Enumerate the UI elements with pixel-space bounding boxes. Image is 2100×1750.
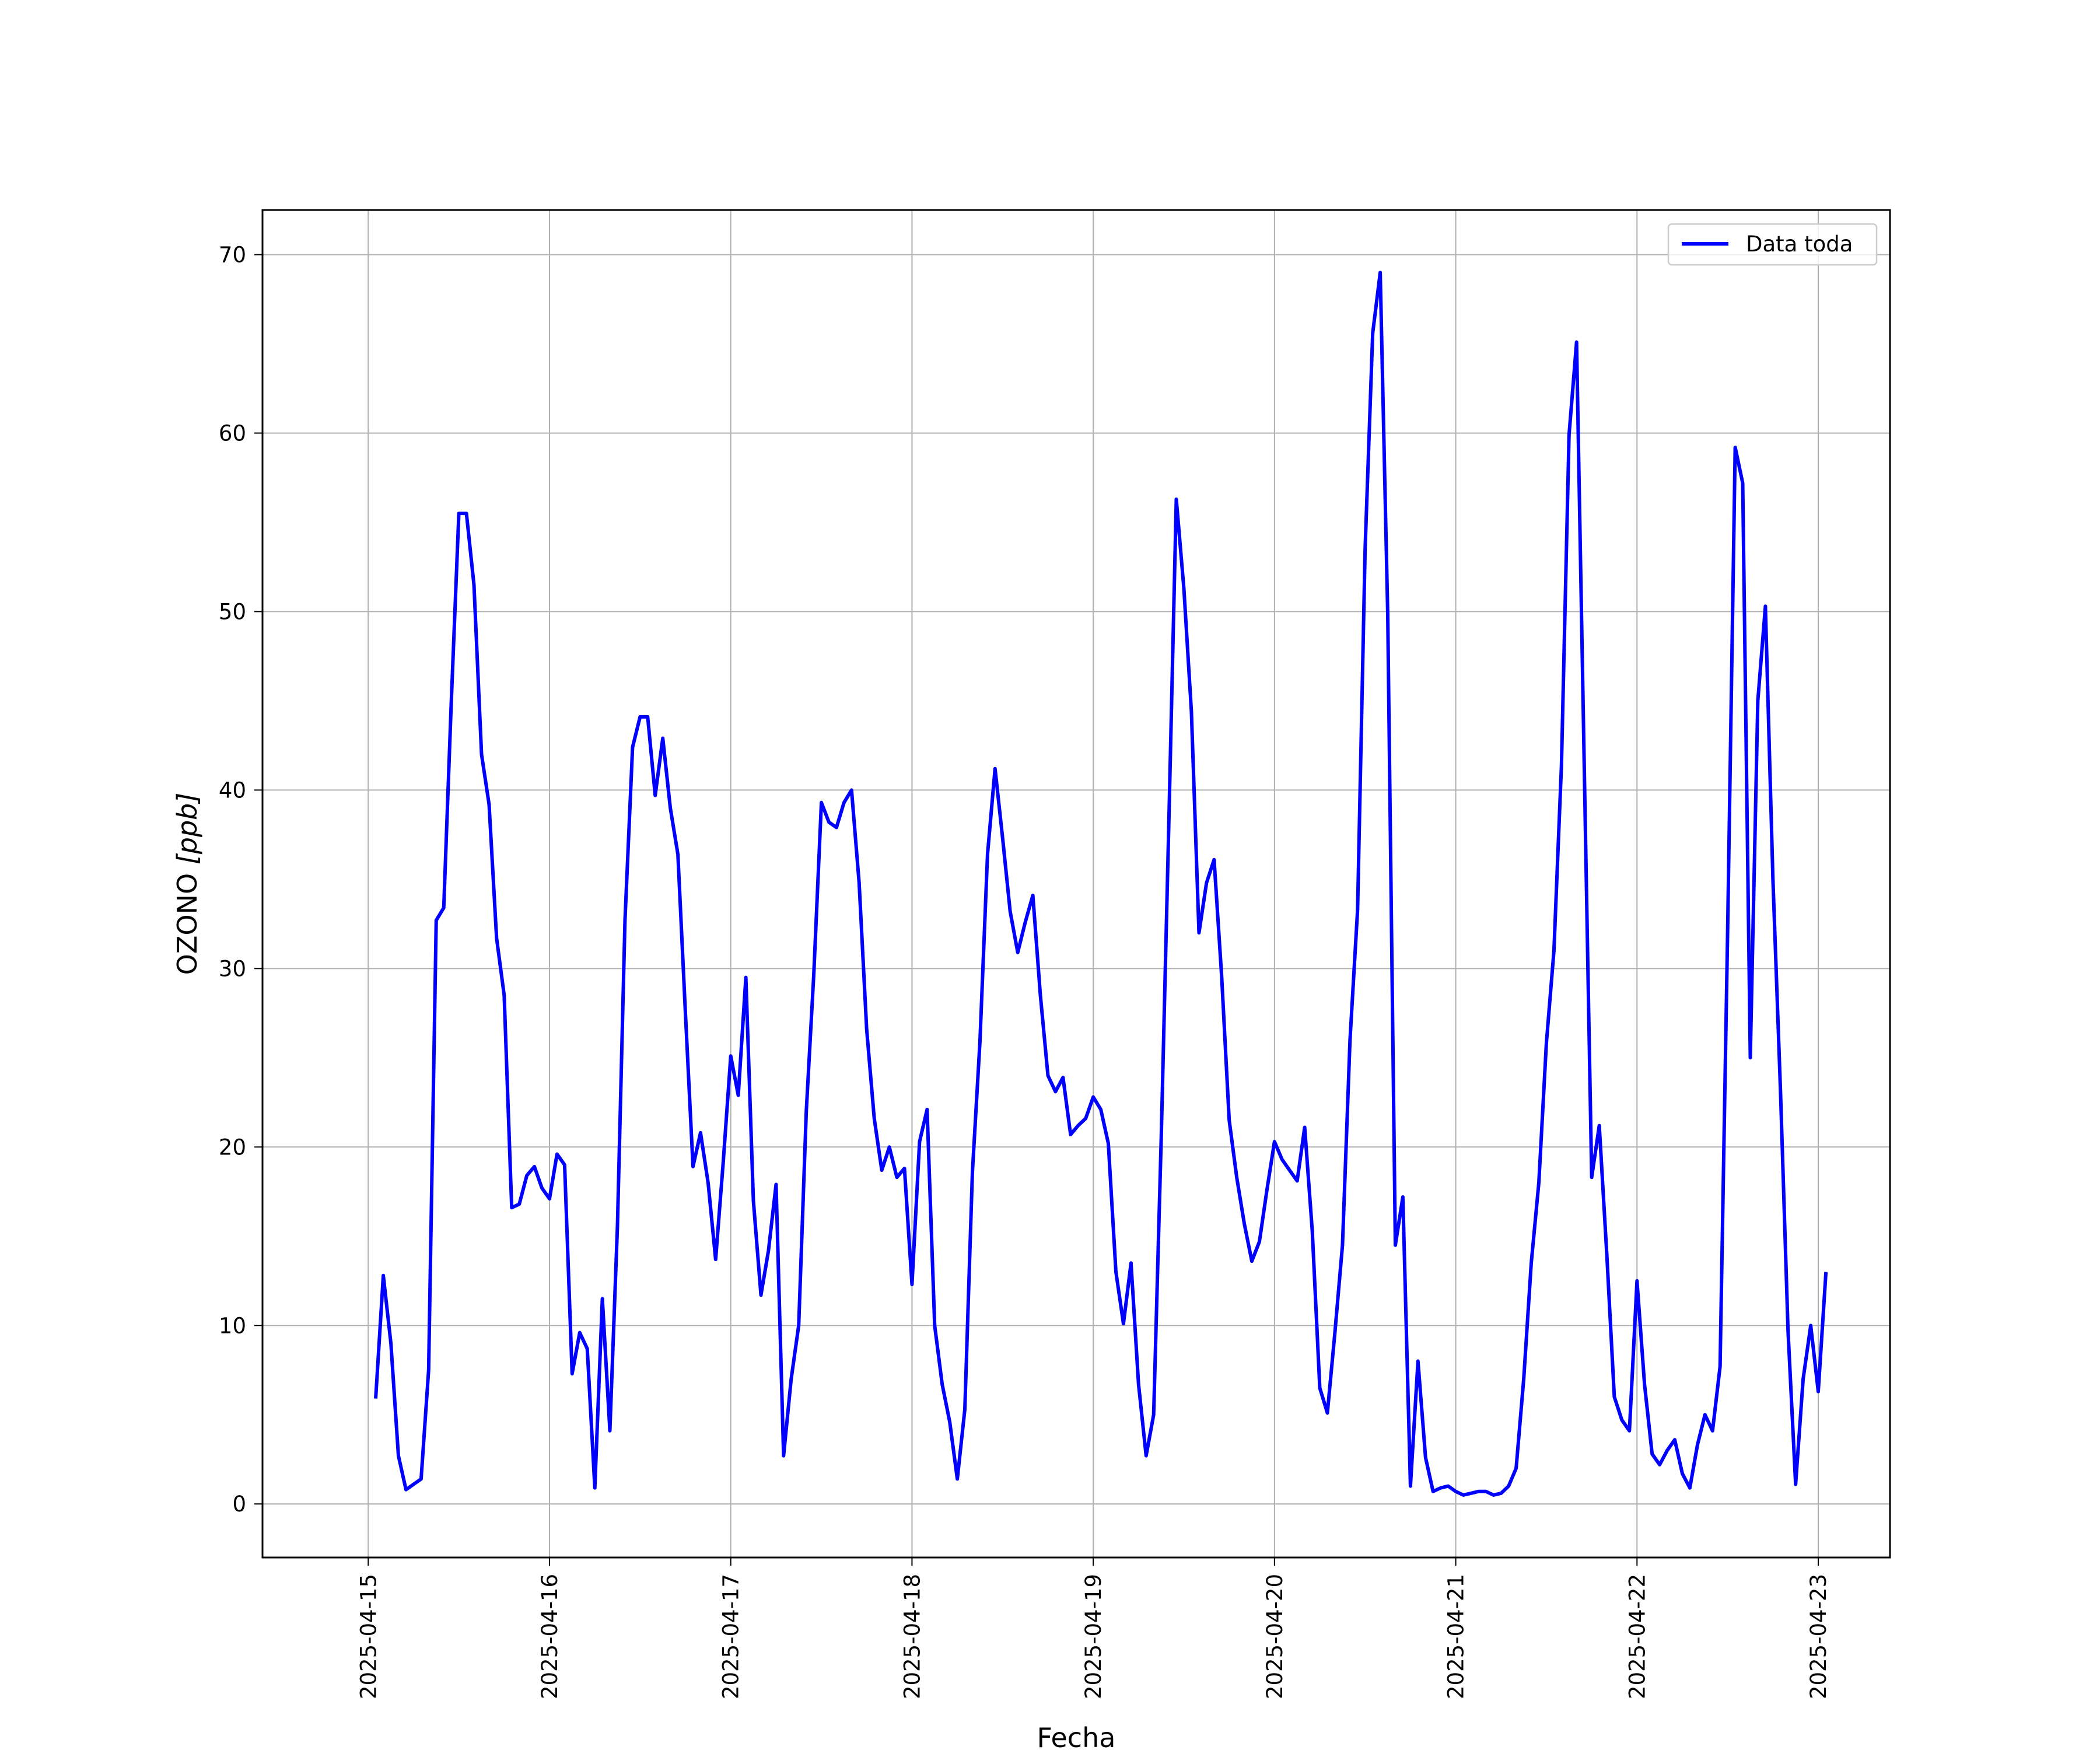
plot-frame bbox=[261, 209, 1891, 1559]
y-tick-label: 20 bbox=[219, 1135, 246, 1160]
legend-box bbox=[1667, 223, 1878, 266]
y-tick-labels: 0 10 20 30 40 50 60 70 bbox=[219, 242, 246, 1517]
x-tick-labels: 2025-04-15 2025-04-16 2025-04-17 2025-04-18… bbox=[356, 1574, 1831, 1699]
x-tick-label: 2025-04-17 bbox=[719, 1574, 744, 1699]
y-axis-label: OZONO [ppb] bbox=[172, 793, 203, 975]
x-tick-label: 2025-04-22 bbox=[1625, 1574, 1650, 1699]
x-tick-label: 2025-04-16 bbox=[537, 1574, 562, 1699]
y-tick-label: 10 bbox=[219, 1313, 246, 1338]
y-tick-label: 70 bbox=[219, 242, 246, 267]
y-tick-label: 50 bbox=[219, 599, 246, 624]
y-tick-label: 40 bbox=[219, 778, 246, 803]
y-axis-label-unit: [ppb] bbox=[172, 793, 203, 865]
x-tick-label: 2025-04-23 bbox=[1806, 1574, 1831, 1699]
x-tick-label: 2025-04-18 bbox=[900, 1574, 925, 1699]
x-tick-label: 2025-04-19 bbox=[1081, 1574, 1106, 1699]
x-axis-label: Fecha bbox=[1037, 1722, 1116, 1750]
y-tick-label: 30 bbox=[219, 956, 246, 981]
legend: Data toda bbox=[1667, 223, 1878, 266]
grid bbox=[262, 210, 1890, 1558]
series-layer bbox=[374, 271, 1828, 1497]
x-tick-label: 2025-04-20 bbox=[1262, 1574, 1287, 1699]
ticks bbox=[254, 254, 1819, 1566]
legend-entry-label: Data toda bbox=[1746, 232, 1853, 257]
y-axis-label-main: OZONO bbox=[172, 864, 203, 975]
y-tick-label: 60 bbox=[219, 421, 246, 446]
x-tick-label: 2025-04-15 bbox=[356, 1574, 381, 1699]
series-line bbox=[374, 271, 1828, 1497]
y-tick-label: 0 bbox=[232, 1492, 246, 1517]
x-tick-label: 2025-04-21 bbox=[1444, 1574, 1469, 1699]
